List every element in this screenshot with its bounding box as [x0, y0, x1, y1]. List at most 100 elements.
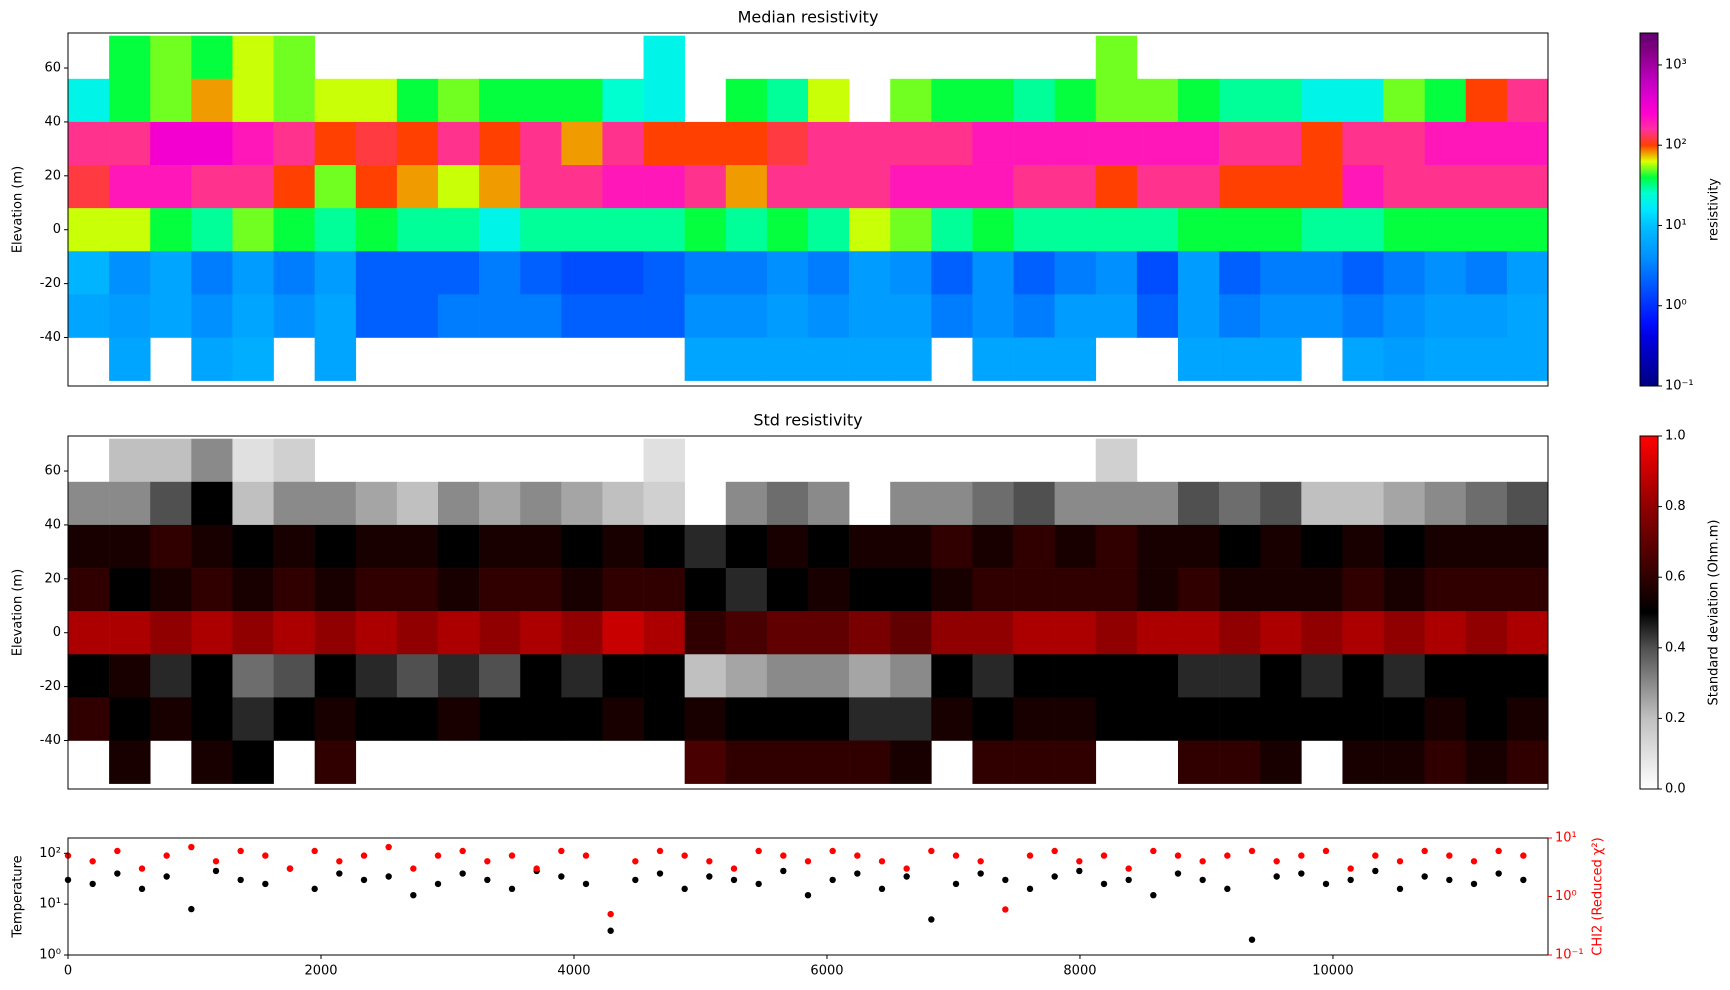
section-cell	[68, 121, 110, 166]
section-cell	[1465, 568, 1508, 612]
section-cell	[1424, 165, 1467, 209]
section-cell	[931, 524, 973, 569]
scatter-point	[212, 858, 220, 865]
section-cell	[150, 294, 192, 338]
y-tick-label: -20	[40, 679, 61, 694]
section-cell	[191, 337, 233, 381]
section-cell	[1465, 611, 1508, 655]
section-cell	[890, 568, 932, 612]
section-cell	[396, 165, 439, 209]
chart-title: Median resistivity	[738, 8, 879, 27]
section-cell	[643, 438, 685, 483]
section-cell	[520, 251, 562, 295]
section-cell	[643, 697, 685, 741]
section-cell	[191, 165, 233, 209]
section-cell	[109, 251, 151, 295]
colorbar	[1639, 32, 1659, 387]
scatter-point	[410, 865, 417, 872]
y-tick-label: 20	[44, 571, 61, 586]
section-cell	[479, 208, 521, 252]
section-cell	[438, 654, 480, 698]
scatter-point	[903, 873, 910, 880]
section-cell	[150, 121, 192, 166]
scatter-point	[1125, 865, 1132, 872]
scatter-point	[385, 873, 392, 880]
section-cell	[1219, 481, 1261, 526]
section-cell	[643, 78, 685, 123]
section-cell	[396, 568, 439, 612]
section-cell	[1465, 481, 1508, 526]
section-cell	[1301, 121, 1343, 166]
section-cell	[890, 654, 932, 698]
section-cell	[1054, 568, 1097, 612]
section-cell	[931, 481, 973, 526]
scatter-point	[1199, 876, 1206, 884]
section-cell	[191, 481, 233, 526]
section-cell	[1424, 740, 1467, 784]
section-cell	[725, 165, 768, 209]
section-cell	[1178, 294, 1220, 338]
section-cell	[766, 568, 809, 612]
scatter-point	[1372, 852, 1379, 859]
section-cell	[561, 611, 603, 655]
section-cell	[1219, 611, 1261, 655]
scatter-point	[138, 885, 146, 893]
scatter-point	[311, 847, 318, 855]
section-cell	[972, 121, 1014, 166]
section-cell	[561, 481, 603, 526]
section-cell	[438, 165, 480, 209]
section-cell	[1178, 740, 1220, 784]
section-cell	[1301, 208, 1343, 252]
section-cell	[1465, 165, 1508, 209]
section-cell	[1424, 697, 1467, 741]
section-cell	[1506, 337, 1549, 381]
y-tick-label: 10¹	[39, 897, 61, 912]
section-cell	[1506, 697, 1549, 741]
section-cell	[1054, 208, 1097, 252]
section-cell	[808, 568, 850, 612]
scatter-point	[237, 847, 244, 855]
section-cell	[1136, 165, 1179, 209]
section-cell	[479, 481, 521, 526]
section-cell	[191, 524, 233, 569]
section-cell	[355, 165, 398, 209]
section-cell	[479, 294, 521, 338]
section-cell	[68, 654, 110, 698]
section-cell	[520, 78, 562, 123]
section-cell	[1383, 697, 1425, 741]
section-cell	[1383, 294, 1425, 338]
scatter-point	[1396, 885, 1404, 893]
section-cell	[191, 438, 233, 483]
section-cell	[1054, 524, 1097, 569]
section-cell	[1095, 208, 1138, 252]
section-cell	[1095, 78, 1138, 123]
scatter-point	[656, 847, 664, 855]
scatter-point	[1421, 873, 1428, 880]
scatter-point	[582, 852, 590, 859]
section-cell	[561, 121, 603, 166]
y-axis-label: Temperature	[11, 855, 26, 938]
scatter-point	[1347, 865, 1354, 872]
scatter-point	[558, 847, 565, 855]
y2-tick-label: 10⁻¹	[1555, 948, 1584, 963]
scatter-point	[188, 905, 195, 913]
section-cell	[1465, 78, 1508, 123]
section-cell	[1301, 251, 1343, 295]
section-cell	[643, 251, 685, 295]
section-cell	[1506, 165, 1549, 209]
section-cell	[1260, 568, 1302, 612]
section-cell	[561, 208, 603, 252]
section-cell	[766, 481, 809, 526]
section-cell	[602, 654, 644, 698]
section-cell	[1301, 611, 1343, 655]
section-cell	[1095, 294, 1138, 338]
scatter-point	[1026, 885, 1034, 893]
scatter-point	[558, 873, 565, 880]
y-axis-label: Elevation (m)	[11, 569, 26, 656]
scatter-point	[1520, 876, 1527, 884]
section-cell	[1301, 294, 1343, 338]
section-cell	[1383, 208, 1425, 252]
section-cell	[1178, 654, 1220, 698]
section-cell	[1178, 121, 1220, 166]
